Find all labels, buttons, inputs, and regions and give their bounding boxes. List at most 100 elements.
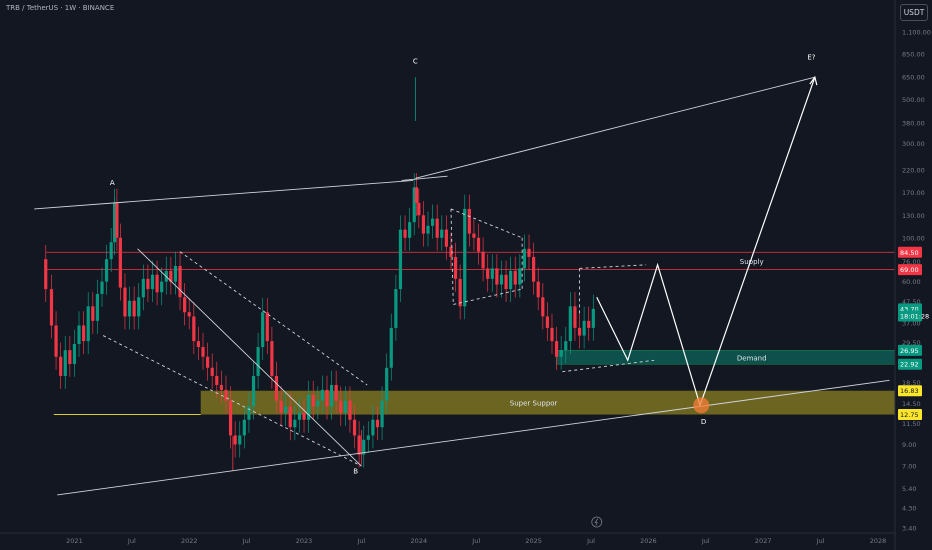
candle-body (325, 389, 329, 407)
candle-body (430, 218, 435, 226)
price-tag-label: 84.50 (900, 249, 919, 257)
trendline-bottom-support (57, 379, 890, 496)
currency-button[interactable]: USDT (900, 4, 928, 21)
price-tag-bg (898, 385, 922, 397)
x-tick-label: Jul (586, 537, 595, 545)
triangle-upper (450, 208, 523, 239)
candle-body (118, 237, 122, 288)
candle-body (320, 389, 324, 401)
candle-body (486, 268, 490, 279)
trendline-top-segment (401, 175, 448, 181)
candle-body (104, 259, 109, 282)
candle-body (412, 187, 416, 223)
wave-label-A: A (110, 179, 115, 187)
x-tick-label: 2028 (870, 537, 887, 545)
x-tick-label: 2023 (296, 537, 313, 545)
candle-body (63, 350, 67, 376)
y-tick-label: 100.00 (902, 234, 925, 242)
candle-body (541, 297, 545, 317)
candle-body (389, 327, 393, 368)
price-tag-label: 12.75 (900, 411, 919, 419)
trendline-upper-channel (415, 76, 815, 179)
candle-body (137, 297, 141, 317)
candle-body (68, 350, 72, 364)
candle-body (458, 278, 462, 307)
triangle-left (450, 208, 454, 305)
candle-body (522, 248, 527, 269)
price-tag-bg (898, 310, 922, 322)
candle-body (132, 300, 136, 317)
candle-body (183, 297, 187, 313)
trendline-channel-lower (137, 248, 362, 467)
price-tag-bg (898, 246, 922, 258)
lightning-bolt (594, 518, 599, 526)
candle-body (444, 229, 448, 247)
candle-body (160, 281, 164, 293)
y-axis[interactable]: 1,100.00 850.00 650.00 500.00 380.00 300.00 22… (894, 0, 931, 550)
candle-body (545, 316, 549, 328)
x-tick-label: Jul (357, 537, 366, 545)
candle-body (86, 306, 90, 342)
price-tag-label: 18:01:28 (900, 313, 929, 321)
price-tag-label: 22.92 (900, 361, 919, 369)
candle-body (206, 356, 210, 368)
candle-body (385, 367, 389, 401)
candle-body (421, 215, 426, 234)
candle-body (311, 395, 315, 407)
candle-body (141, 278, 145, 298)
lightning-icon (591, 516, 603, 528)
misc-layer (591, 516, 603, 528)
x-tick-label: 2022 (181, 537, 198, 545)
x-axis[interactable]: 2021 Jul 2022 Jul 2023 Jul 2024 Jul 2025 Jul 2026 J… (0, 532, 895, 545)
y-tick-label: 60.00 (902, 278, 921, 286)
candle-body (44, 259, 48, 290)
candle-body (256, 347, 260, 376)
candle-body (274, 375, 279, 401)
candle-body (201, 347, 205, 357)
candle-body (302, 412, 306, 420)
y-tick-label: 3.40 (902, 525, 916, 533)
super-support-label: Super Suppor (510, 400, 558, 408)
candle-body (270, 341, 274, 376)
candle-body (472, 233, 476, 238)
y-tick-label: 380.00 (902, 120, 925, 128)
price-tag-label: 69.00 (900, 266, 919, 274)
y-tick-label: 500.00 (902, 96, 925, 104)
price-tag-bg (898, 264, 922, 276)
candle-body (499, 274, 504, 285)
y-tick-label: 18.50 (902, 379, 921, 387)
candle-body (481, 251, 485, 269)
candle-body (187, 312, 191, 317)
candle-body (550, 327, 554, 342)
candle-body (72, 344, 77, 364)
candle-body (408, 222, 412, 238)
candle-body (95, 293, 99, 321)
candle-body (100, 281, 104, 294)
candle-body (233, 435, 237, 445)
candle-body (334, 384, 338, 401)
candle-body (192, 316, 196, 342)
candle-body (426, 225, 430, 234)
candle-body (49, 289, 54, 326)
candle-body (339, 400, 343, 413)
candle-body (77, 325, 81, 345)
price-tag-bg (898, 358, 922, 370)
candle-body (564, 341, 568, 351)
candle-body (403, 229, 407, 238)
price-tag-bg (898, 344, 922, 356)
candle-body (449, 246, 453, 257)
candle-body (169, 270, 173, 282)
y-tick-label: 76.00 (902, 258, 921, 266)
y-tick-label: 300.00 (902, 140, 925, 148)
candle-body (210, 367, 214, 376)
candle-body (343, 400, 347, 413)
y-tick-label: 170.00 (902, 189, 925, 197)
candle-body (371, 419, 375, 436)
candle-body (591, 308, 595, 328)
candle-body (348, 400, 352, 420)
candle-body (568, 306, 572, 342)
wave-label-B: B (353, 468, 358, 476)
candle-body (316, 400, 320, 407)
candle-body (242, 419, 246, 436)
